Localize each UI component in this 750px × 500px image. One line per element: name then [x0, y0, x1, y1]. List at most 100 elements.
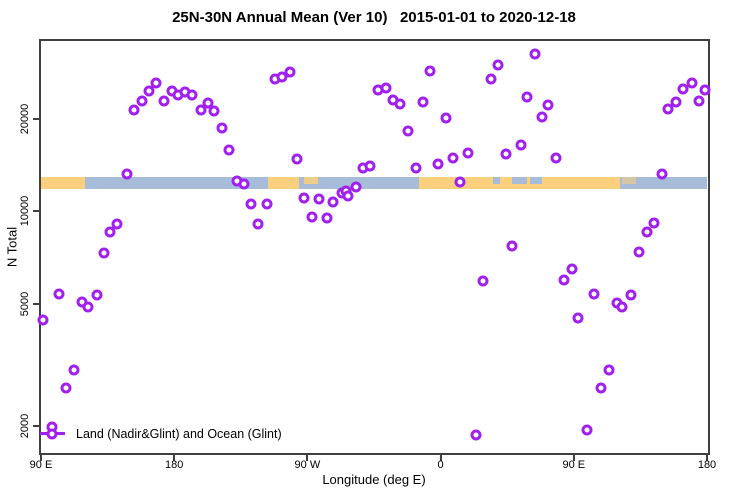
data-point	[500, 148, 512, 160]
data-point	[136, 95, 148, 107]
chart-title: 25N-30N Annual Mean (Ver 10) 2015-01-01 …	[172, 9, 576, 26]
legend-marker-circle-icon	[46, 428, 57, 439]
data-point	[321, 212, 333, 224]
data-point	[68, 364, 80, 376]
data-point	[447, 152, 459, 164]
data-point	[216, 122, 228, 134]
data-point	[98, 247, 110, 259]
data-point	[261, 198, 273, 210]
data-point	[477, 275, 489, 287]
data-point	[686, 77, 698, 89]
map-band-detail-ocean	[492, 177, 500, 184]
data-point	[252, 218, 264, 230]
data-point	[91, 289, 103, 301]
x-tick-label: 0	[437, 459, 444, 471]
map-band-detail-land	[622, 177, 637, 184]
data-point	[581, 424, 593, 436]
data-point	[506, 240, 518, 252]
y-axis-label: N Total	[4, 226, 20, 268]
data-point	[440, 112, 452, 124]
y-tick-label: 20000	[19, 103, 31, 135]
data-point	[595, 382, 607, 394]
data-point	[529, 48, 541, 60]
x-tick	[306, 455, 309, 461]
data-point	[238, 178, 250, 190]
data-point	[111, 218, 123, 230]
data-point	[656, 168, 668, 180]
x-tick-label: 90 E	[29, 459, 53, 471]
data-point	[284, 66, 296, 78]
data-point	[485, 73, 497, 85]
data-point	[313, 193, 325, 205]
data-point	[150, 77, 162, 89]
x-tick	[40, 455, 42, 461]
data-point	[60, 382, 72, 394]
data-point	[223, 144, 235, 156]
data-point	[128, 104, 140, 116]
x-tick	[439, 455, 442, 461]
data-point	[394, 98, 406, 110]
data-point	[402, 125, 414, 137]
data-point	[699, 84, 711, 96]
data-point	[202, 97, 213, 109]
data-point	[410, 162, 422, 174]
data-point	[693, 95, 705, 107]
x-tick-label: 180	[697, 459, 717, 471]
data-point	[462, 147, 474, 159]
data-point	[424, 65, 436, 77]
data-point	[245, 198, 257, 210]
map-band-segment-land	[268, 177, 299, 190]
x-tick	[572, 455, 575, 461]
data-point	[350, 181, 362, 193]
data-point	[677, 83, 689, 95]
data-point	[53, 288, 65, 300]
data-point	[454, 176, 466, 188]
x-tick-label: 180	[165, 459, 184, 471]
data-point	[588, 288, 600, 300]
y-tick-label: 2000	[19, 413, 31, 439]
data-point	[521, 91, 533, 103]
y-tick	[33, 210, 39, 213]
x-axis-label: Longitude (deg E)	[322, 472, 426, 487]
data-point	[648, 217, 660, 229]
data-point	[566, 263, 578, 275]
data-point	[633, 246, 645, 258]
data-point	[121, 168, 133, 180]
data-point	[662, 103, 674, 115]
data-point	[380, 82, 392, 94]
data-point	[143, 85, 155, 97]
y-tick-label: 10000	[19, 196, 31, 227]
map-band-detail-ocean	[529, 177, 542, 184]
plot-border	[39, 39, 710, 455]
x-tick	[706, 455, 708, 461]
y-tick	[33, 118, 39, 120]
data-point	[37, 314, 49, 326]
y-tick-label: 5000	[19, 291, 31, 317]
data-point	[158, 95, 170, 107]
data-point	[327, 196, 339, 208]
map-band-detail-ocean	[511, 177, 527, 184]
data-point	[417, 96, 429, 108]
legend-label: Land (Nadir&Glint) and Ocean (Glint)	[76, 427, 282, 441]
data-point	[342, 190, 354, 202]
data-point	[641, 226, 653, 238]
data-point	[82, 301, 94, 313]
data-point	[572, 312, 584, 324]
data-point	[550, 152, 562, 164]
data-point	[542, 99, 554, 111]
data-point	[670, 96, 682, 108]
data-point	[625, 289, 637, 301]
data-point	[104, 226, 116, 238]
x-tick-label: 90 W	[294, 459, 321, 471]
data-point	[208, 105, 220, 117]
data-point	[515, 139, 527, 151]
data-point	[492, 59, 504, 71]
data-point	[616, 301, 628, 313]
data-point	[276, 71, 288, 83]
data-point	[558, 274, 570, 286]
y-tick	[33, 302, 39, 305]
data-point	[298, 192, 310, 204]
data-point	[432, 158, 444, 170]
data-point	[470, 429, 482, 441]
